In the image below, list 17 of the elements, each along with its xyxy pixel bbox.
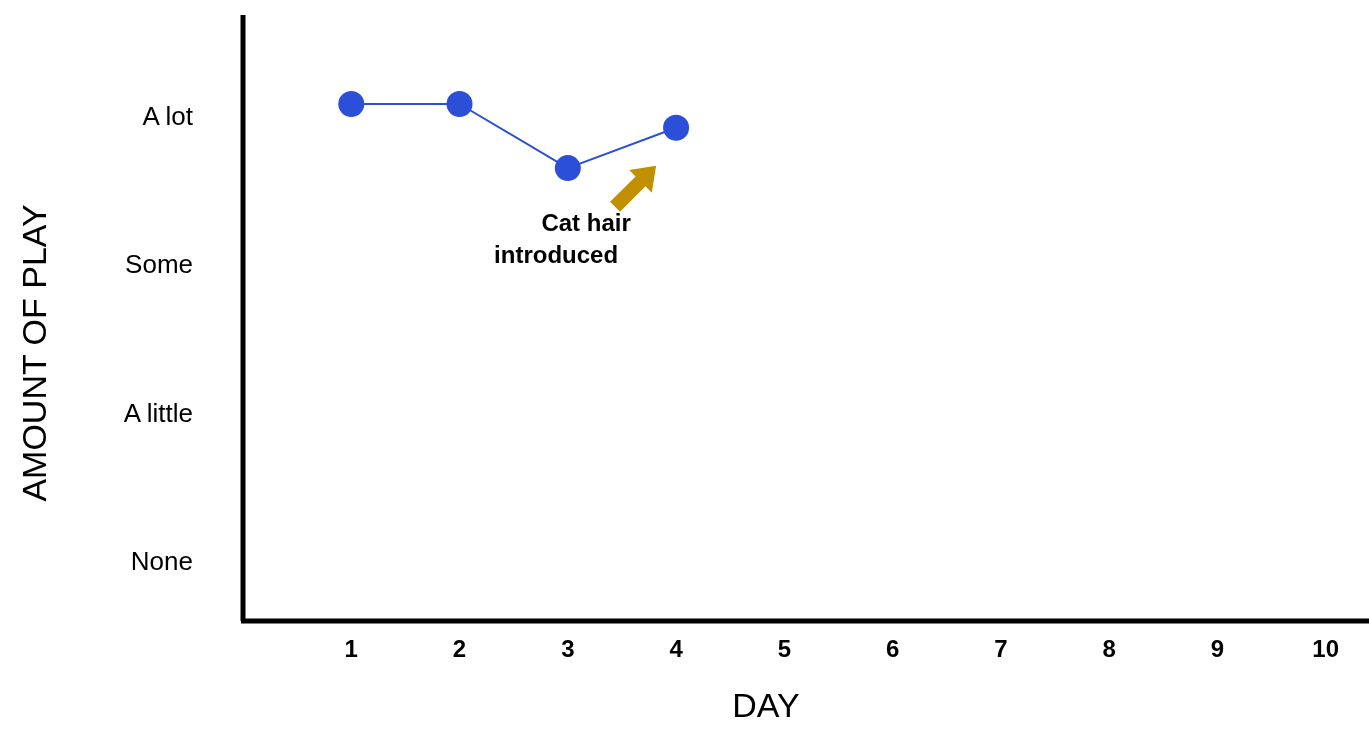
x-axis-title: DAY: [732, 686, 800, 724]
annotation: Cat hair introduced: [494, 208, 631, 268]
x-tick-label: 10: [1312, 635, 1340, 662]
x-tick-label: 4: [669, 635, 684, 662]
text: A little: [123, 397, 193, 428]
x-tick-label: 8: [1102, 635, 1116, 662]
x-tick-label: 3: [561, 635, 575, 662]
x-tick-label: 2: [452, 635, 467, 662]
x-tick-label: 7: [994, 635, 1008, 662]
text: Some: [125, 249, 193, 280]
x-tick-label: 9: [1210, 635, 1225, 662]
x-tick-label: 6: [885, 635, 900, 662]
text: AMOUNT OF PLAY: [15, 204, 53, 502]
x-tick-label: 1: [344, 635, 358, 662]
x-tick-label: 5: [777, 635, 792, 662]
text: A lot: [142, 101, 194, 132]
text: None: [130, 546, 193, 577]
